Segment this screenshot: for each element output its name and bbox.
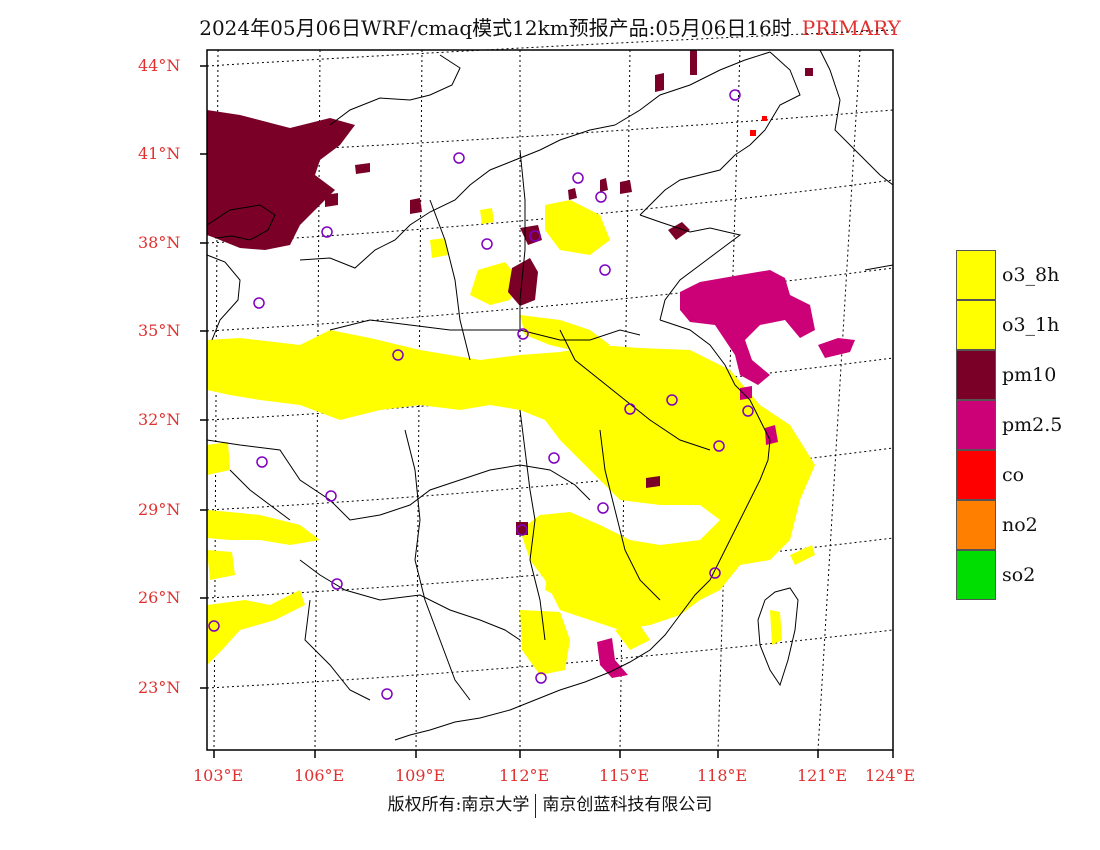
legend-swatch: [956, 500, 996, 550]
co-spots: [750, 116, 767, 136]
legend-label: o3_1h: [1002, 314, 1060, 336]
legend-label: no2: [1002, 514, 1038, 536]
pm25-regions: [597, 270, 855, 678]
title-tag: PRIMARY: [801, 16, 901, 40]
lat-label-35: 35°N: [138, 321, 181, 340]
legend-swatch: [956, 250, 996, 300]
o3-regions: [207, 200, 815, 675]
title-main: 2024年05月06日WRF/cmaq模式12km预报产品:05月06日16时: [199, 16, 792, 40]
copyright-right: 南京创蓝科技有限公司: [542, 795, 713, 815]
lat-label-38: 38°N: [138, 233, 181, 252]
legend-swatch: [956, 300, 996, 350]
lat-label-32: 32°N: [138, 410, 181, 429]
legend-swatch: [956, 550, 996, 600]
footer-separator: [535, 793, 537, 818]
stations: [208, 89, 754, 700]
pm10-regions: [207, 50, 813, 535]
lon-label-103: 103°E: [193, 766, 244, 785]
map-title: 2024年05月06日WRF/cmaq模式12km预报产品:05月06日16时 P…: [0, 12, 1100, 41]
legend-label: o3_8h: [1002, 264, 1060, 286]
legend-label: pm10: [1002, 364, 1057, 386]
lon-label-118: 118°E: [697, 766, 748, 785]
lon-label-106: 106°E: [294, 766, 345, 785]
lon-label-109: 109°E: [395, 766, 446, 785]
lon-label-115: 115°E: [599, 766, 650, 785]
legend-label: co: [1002, 464, 1025, 486]
lon-label-124: 124°E: [865, 766, 916, 785]
legend-label: pm2.5: [1002, 414, 1063, 436]
legend-swatch: [956, 450, 996, 500]
copyright-footer: 版权所有:南京大学 南京创蓝科技有限公司: [0, 790, 1100, 818]
lat-label-26: 26°N: [138, 588, 181, 607]
lat-label-44: 44°N: [138, 56, 181, 75]
boundaries: [206, 49, 894, 741]
lat-label-29: 29°N: [138, 500, 181, 519]
map-frame: [200, 49, 894, 758]
lon-label-112: 112°E: [499, 766, 550, 785]
legend-label: so2: [1002, 564, 1036, 586]
copyright-left: 版权所有:南京大学: [387, 795, 530, 815]
legend-swatch: [956, 350, 996, 400]
legend-swatch: [956, 400, 996, 450]
lon-label-121: 121°E: [797, 766, 848, 785]
lat-label-23: 23°N: [138, 678, 181, 697]
lat-label-41: 41°N: [138, 144, 181, 163]
